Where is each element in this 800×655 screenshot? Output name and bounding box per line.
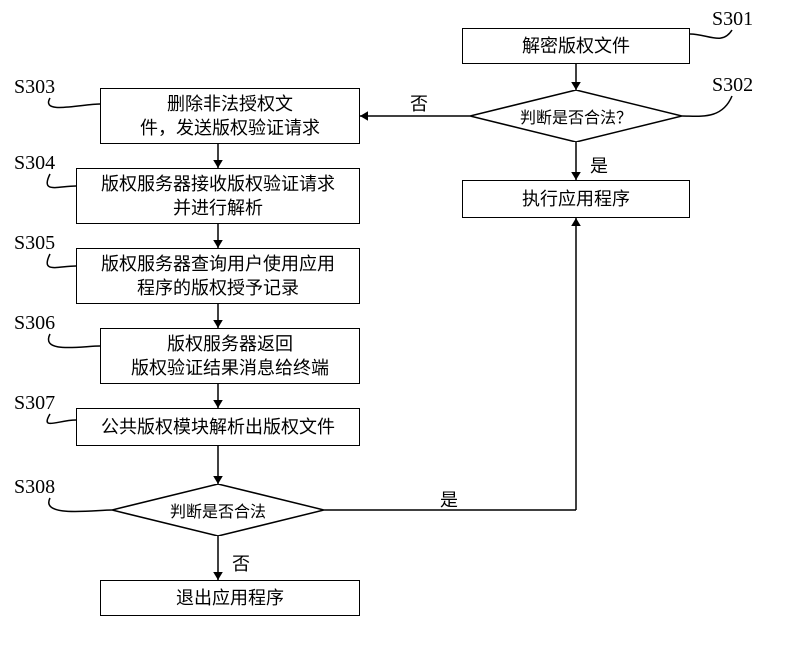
label-no_bot: 否	[232, 550, 250, 576]
box-s304: 版权服务器接收版权验证请求并进行解析	[76, 168, 360, 224]
box-exit: 退出应用程序	[100, 580, 360, 616]
step-s305: S305	[14, 232, 55, 255]
step-s307: S307	[14, 392, 55, 415]
label-yes_top: 是	[590, 152, 608, 178]
diamond-d308: 判断是否合法	[112, 484, 324, 536]
box-s301: 解密版权文件	[462, 28, 690, 64]
box-s305: 版权服务器查询用户使用应用程序的版权授予记录	[76, 248, 360, 304]
box-exec: 执行应用程序	[462, 180, 690, 218]
label-no_top: 否	[410, 90, 428, 116]
box-s306: 版权服务器返回版权验证结果消息给终端	[100, 328, 360, 384]
step-s303: S303	[14, 76, 55, 99]
box-s303: 删除非法授权文件，发送版权验证请求	[100, 88, 360, 144]
flowchart-canvas: 解密版权文件执行应用程序 删除非法授权文件，发送版权验证请求版权服务器接收版权验证…	[0, 0, 800, 655]
step-s301: S301	[712, 8, 753, 31]
diamond-d302: 判断是否合法？	[470, 90, 682, 142]
step-s308: S308	[14, 476, 55, 499]
label-yes_bot: 是	[440, 486, 458, 512]
step-s304: S304	[14, 152, 55, 175]
step-s306: S306	[14, 312, 55, 335]
box-s307: 公共版权模块解析出版权文件	[76, 408, 360, 446]
step-s302: S302	[712, 74, 753, 97]
